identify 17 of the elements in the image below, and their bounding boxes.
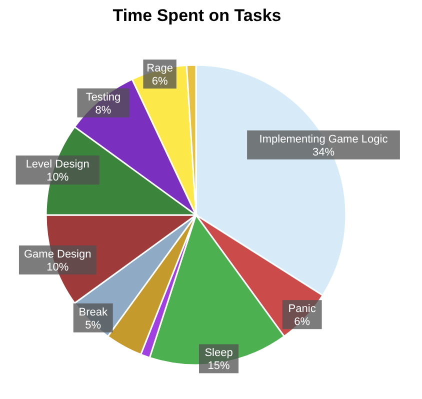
data-label: 6% — [152, 76, 168, 88]
slice-label: Testing — [86, 91, 121, 104]
data-label: 10% — [46, 261, 69, 274]
slice-label: Implementing Game Logic — [259, 133, 388, 146]
slice-label: Panic — [288, 303, 316, 316]
slice-label: Level Design — [26, 158, 90, 171]
data-label: 6% — [294, 316, 310, 328]
data-label: 8% — [95, 104, 112, 116]
data-label: 15% — [208, 360, 230, 372]
slice-label: Rage — [146, 62, 173, 75]
slice-label: Break — [78, 306, 108, 318]
slice-label: Game Design — [24, 248, 92, 260]
data-label: 5% — [85, 319, 102, 332]
slice-label: Sleep — [204, 347, 233, 360]
chart-title: Time Spent on Tasks — [112, 6, 282, 25]
data-label: 34% — [312, 146, 335, 158]
data-label: 10% — [46, 172, 69, 184]
